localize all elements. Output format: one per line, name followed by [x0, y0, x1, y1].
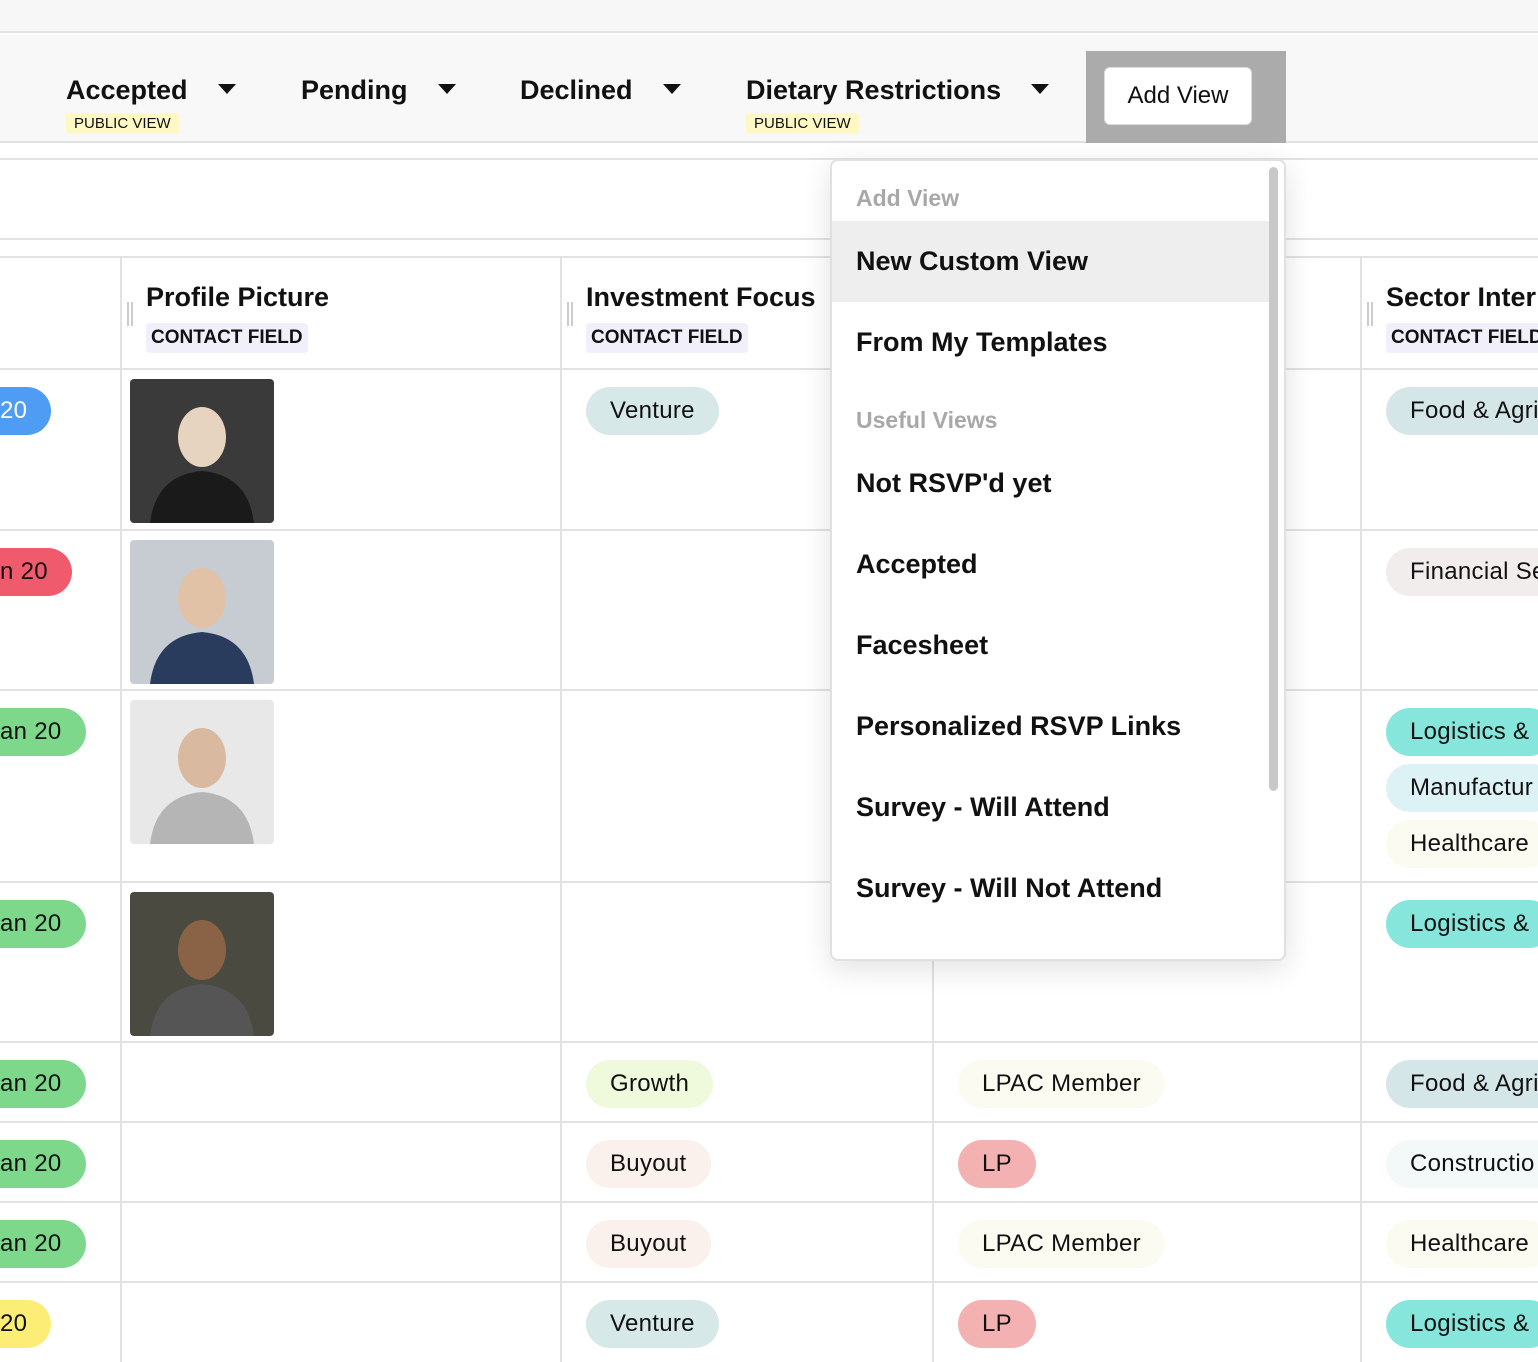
menu-item-survey-will-attend[interactable]: Survey - Will Attend	[856, 792, 1110, 822]
column-header-sector-interest[interactable]: Sector Inter CONTACT FIELD	[1386, 282, 1538, 353]
top-strip	[0, 0, 1538, 33]
tab-label: Accepted	[66, 75, 188, 105]
role-pill[interactable]: LPAC Member	[958, 1220, 1165, 1268]
row-divider	[0, 368, 1538, 370]
contact-field-badge: CONTACT FIELD	[1386, 323, 1538, 353]
sector-pill[interactable]: Food & Agri	[1386, 387, 1538, 435]
row-divider	[0, 1041, 1538, 1043]
sector-pill[interactable]: Logistics &	[1386, 900, 1538, 948]
sector-pill[interactable]: Constructio	[1386, 1140, 1538, 1188]
profile-photo[interactable]	[130, 540, 274, 684]
sector-pill[interactable]: Healthcare	[1386, 1220, 1538, 1268]
investment-focus-pill[interactable]: Growth	[586, 1060, 714, 1108]
date-pill[interactable]: 20	[0, 387, 52, 435]
date-pill[interactable]: an 20	[0, 1060, 86, 1108]
person-avatar-icon	[150, 728, 254, 844]
row-divider	[0, 1201, 1538, 1203]
menu-item-facesheet[interactable]: Facesheet	[856, 630, 989, 660]
column-title: Profile Picture	[146, 282, 330, 312]
column-title: Investment Focus	[586, 282, 816, 312]
row-divider	[0, 1121, 1538, 1123]
menu-item-survey-will-not-attend[interactable]: Survey - Will Not Attend	[856, 873, 1163, 903]
menu-item-2024-guest[interactable]: 2024 Guest	[832, 929, 1272, 959]
column-divider	[1360, 258, 1362, 1362]
column-resize-handle[interactable]	[567, 302, 573, 326]
row-divider	[0, 529, 1538, 531]
tab-label: Pending	[301, 75, 408, 105]
sector-pill[interactable]: Logistics &	[1386, 1300, 1538, 1348]
caret-down-icon[interactable]	[217, 83, 236, 94]
caret-down-icon[interactable]	[437, 83, 456, 94]
contact-field-badge: CONTACT FIELD	[586, 323, 748, 353]
column-resize-handle[interactable]	[127, 302, 133, 326]
view-tabs: Accepted PUBLIC VIEW Pending Declined Di…	[0, 35, 1538, 143]
date-pill[interactable]: an 20	[0, 708, 86, 756]
add-view-button[interactable]: Add View	[1104, 67, 1252, 125]
public-view-badge: PUBLIC VIEW	[66, 113, 179, 134]
sector-pill[interactable]: Manufactur	[1386, 764, 1538, 812]
date-pill[interactable]: an 20	[0, 900, 86, 948]
menu-item-personalized-rsvp-links[interactable]: Personalized RSVP Links	[856, 711, 1182, 741]
sector-pill[interactable]: Financial Se	[1386, 548, 1538, 596]
guest-table: Profile Picture CONTACT FIELD Investment …	[0, 256, 1538, 1362]
row-divider	[0, 689, 1538, 691]
profile-photo[interactable]	[130, 892, 274, 1036]
person-avatar-icon	[150, 568, 254, 684]
tab-accepted[interactable]: Accepted	[66, 75, 236, 106]
person-avatar-icon	[150, 920, 254, 1036]
column-resize-handle[interactable]	[1367, 302, 1373, 326]
profile-photo[interactable]	[130, 379, 274, 523]
investment-focus-pill[interactable]: Buyout	[586, 1140, 711, 1188]
date-pill[interactable]: 20	[0, 1300, 52, 1348]
add-view-wrapper: Add View	[1086, 51, 1286, 143]
date-pill[interactable]: an 20	[0, 1140, 86, 1188]
investment-focus-pill[interactable]: Venture	[586, 387, 719, 435]
role-pill[interactable]: LP	[958, 1140, 1036, 1188]
column-header-profile-picture[interactable]: Profile Picture CONTACT FIELD	[146, 282, 329, 353]
sector-pill[interactable]: Logistics &	[1386, 708, 1538, 756]
menu-item-new-custom-view[interactable]: New Custom View	[832, 221, 1272, 302]
public-view-badge: PUBLIC VIEW	[746, 113, 859, 134]
date-pill[interactable]: n 20	[0, 548, 72, 596]
tab-pending[interactable]: Pending	[301, 75, 456, 106]
investment-focus-pill[interactable]: Venture	[586, 1300, 719, 1348]
column-header-investment-focus[interactable]: Investment Focus CONTACT FIELD	[586, 282, 816, 353]
investment-focus-pill[interactable]: Buyout	[586, 1220, 711, 1268]
profile-photo[interactable]	[130, 700, 274, 844]
caret-down-icon[interactable]	[662, 83, 681, 94]
person-avatar-icon	[150, 407, 254, 523]
row-divider	[0, 881, 1538, 883]
column-divider	[560, 258, 562, 1362]
sector-pill[interactable]: Healthcare	[1386, 820, 1538, 868]
menu-item-from-my-templates[interactable]: From My Templates	[856, 327, 1108, 357]
role-pill[interactable]: LP	[958, 1300, 1036, 1348]
dropdown-header: Add View	[856, 185, 960, 211]
dropdown-scrollbar[interactable]	[1269, 167, 1278, 791]
tab-label: Declined	[520, 75, 633, 105]
contact-field-badge: CONTACT FIELD	[146, 323, 308, 353]
tab-label: Dietary Restrictions	[746, 75, 1002, 105]
role-pill[interactable]: LPAC Member	[958, 1060, 1165, 1108]
dropdown-section-useful-views: Useful Views	[856, 407, 998, 433]
column-title: Sector Inter	[1386, 282, 1537, 312]
row-divider	[0, 1281, 1538, 1283]
column-divider	[120, 258, 122, 1362]
add-view-dropdown: Add View New Custom View From My Templat…	[830, 159, 1286, 961]
tab-dietary-restrictions[interactable]: Dietary Restrictions	[746, 75, 1050, 106]
menu-item-not-rsvpd-yet[interactable]: Not RSVP'd yet	[856, 468, 1052, 498]
tab-declined[interactable]: Declined	[520, 75, 681, 106]
sector-pill[interactable]: Food & Agri	[1386, 1060, 1538, 1108]
date-pill[interactable]: an 20	[0, 1220, 86, 1268]
menu-item-accepted[interactable]: Accepted	[856, 549, 978, 579]
caret-down-icon[interactable]	[1031, 83, 1050, 94]
filter-row	[0, 158, 1538, 240]
